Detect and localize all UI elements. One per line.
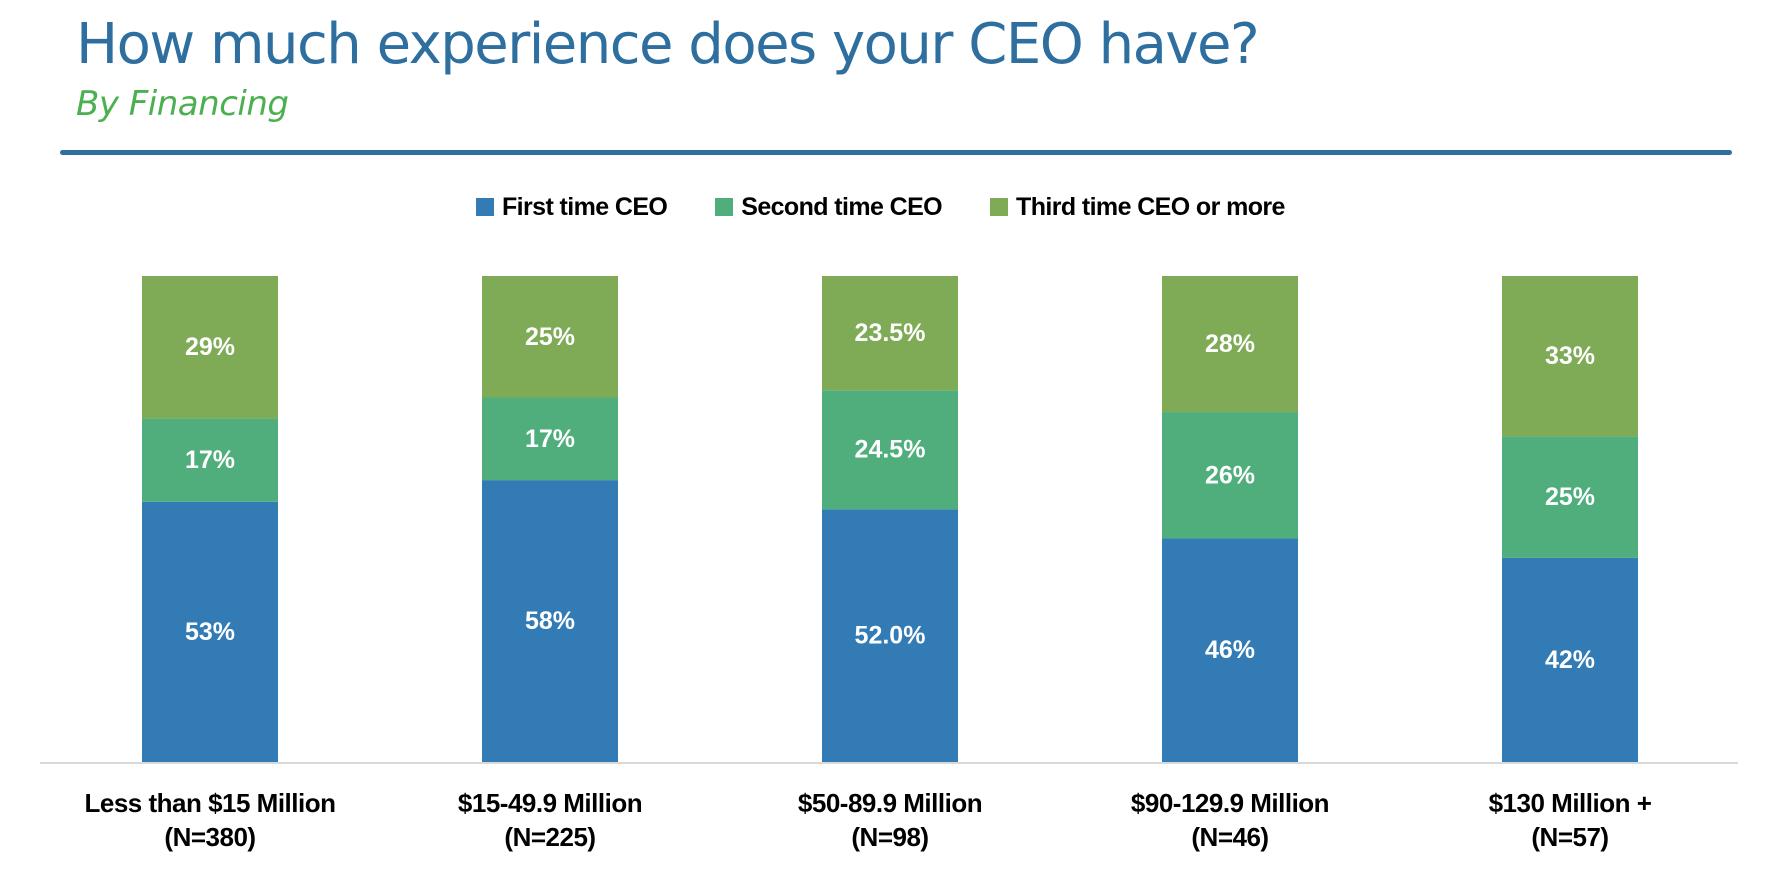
data-label: 23.5% (855, 319, 926, 347)
bar-segment (1502, 436, 1638, 558)
x-tick-label: $50-89.9 Million (798, 788, 982, 818)
bar-segment (1162, 412, 1298, 539)
title-divider (60, 150, 1732, 155)
bar-segment (1162, 276, 1298, 413)
data-label: 17% (185, 446, 235, 474)
legend-label: Third time CEO or more (1016, 192, 1285, 221)
legend-swatch-first-time-ceo (476, 198, 494, 216)
bar-group: 42% 25% 33% (1502, 276, 1638, 762)
x-tick-label: $15-49.9 Million (458, 788, 642, 818)
legend-item-third-time-ceo: Third time CEO or more (990, 193, 1285, 222)
x-tick-count-label: (N=57) (1531, 822, 1608, 852)
bar-group: 46% 26% 28% (1162, 276, 1298, 762)
bar-segment (142, 418, 278, 502)
bar-segment (142, 501, 278, 762)
data-label: 17% (525, 425, 575, 453)
data-label: 29% (185, 333, 235, 361)
bar-segment (1162, 538, 1298, 762)
data-label: 52.0% (855, 622, 926, 650)
legend: First time CEO Second time CEO Third tim… (476, 192, 1285, 222)
data-label: 24.5% (855, 436, 926, 464)
bar-group: 58% 17% 25% (482, 276, 618, 762)
bar-group: 53% 17% 29% (142, 276, 278, 762)
bar-segment (822, 509, 958, 762)
legend-swatch-third-time-ceo (990, 198, 1009, 216)
x-tick-count-label: (N=46) (1191, 822, 1268, 852)
legend-label: Second time CEO (741, 192, 943, 221)
x-tick-count-label: (N=225) (504, 822, 595, 852)
chart-subtitle: By Financing (76, 84, 289, 124)
data-label: 53% (185, 618, 235, 646)
x-tick-label: $90-129.9 Million (1131, 788, 1329, 818)
bar-segment (482, 480, 618, 762)
bar-segment (822, 276, 958, 391)
x-tick-count-label: (N=380) (164, 822, 255, 852)
bar-group: 52.0% 24.5% 23.5% (822, 276, 958, 762)
data-label: 25% (1545, 483, 1595, 511)
legend-swatch-second-time-ceo (715, 198, 734, 216)
legend-label: First time CEO (502, 192, 668, 221)
bar-segment (482, 397, 618, 481)
bar-segment (1502, 276, 1638, 437)
data-label: 28% (1205, 330, 1255, 358)
x-tick-label: $130 Million + (1489, 788, 1652, 818)
bar-segment (482, 276, 618, 398)
data-label: 25% (525, 323, 575, 351)
data-label: 26% (1205, 461, 1255, 489)
legend-item-second-time-ceo: Second time CEO (715, 192, 943, 222)
data-label: 33% (1545, 342, 1595, 370)
data-label: 42% (1545, 646, 1595, 674)
data-label: 46% (1205, 636, 1255, 664)
legend-item-first-time-ceo: First time CEO (476, 192, 668, 222)
data-label: 58% (525, 607, 575, 635)
chart-title: How much experience does your CEO have? (76, 12, 1260, 77)
bar-segment (822, 390, 958, 510)
bar-segment (142, 276, 278, 419)
x-tick-count-label: (N=98) (851, 822, 928, 852)
bar-segment (1502, 557, 1638, 762)
x-tick-label: Less than $15 Million (84, 788, 335, 818)
